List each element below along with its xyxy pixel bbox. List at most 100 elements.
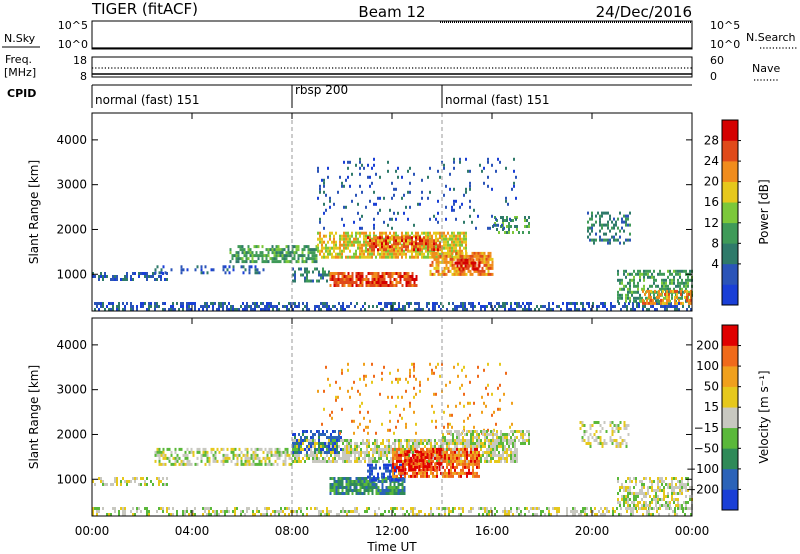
power-cell	[429, 239, 431, 243]
power-cell	[427, 239, 429, 243]
power-cell	[675, 272, 677, 276]
velocity-cell	[341, 480, 344, 483]
velocity-cell	[384, 451, 386, 454]
velocity-cell	[410, 465, 413, 469]
power-cell	[568, 302, 570, 305]
power-cell	[333, 281, 336, 284]
power-cell	[266, 308, 268, 311]
velocity-cell	[262, 513, 264, 516]
velocity-cell	[398, 439, 400, 442]
velocity-cell	[254, 513, 256, 516]
velocity-cell	[359, 477, 362, 480]
velocity-cell	[210, 507, 212, 510]
power-cell	[429, 234, 431, 238]
power-cell	[389, 284, 392, 287]
velocity-cell	[296, 454, 298, 457]
power-cell	[140, 305, 142, 308]
velocity-cell	[461, 383, 463, 387]
power-cell	[158, 271, 161, 275]
velocity-cell	[494, 513, 496, 516]
power-cell	[394, 302, 396, 305]
power-cell	[170, 308, 172, 311]
power-cell	[455, 237, 457, 241]
power-cell	[492, 308, 494, 311]
velocity-cell	[359, 410, 361, 414]
velocity-cell	[355, 477, 358, 480]
power-cell	[647, 272, 649, 276]
velocity-cell	[330, 460, 332, 463]
velocity-cell	[338, 436, 340, 439]
power-cell	[291, 251, 294, 255]
power-cell	[317, 169, 319, 173]
power-cell	[371, 239, 373, 243]
power-cell	[347, 278, 350, 281]
velocity-cell	[310, 430, 312, 433]
velocity-cell	[250, 456, 253, 460]
velocity-cell	[460, 442, 462, 445]
velocity-cell	[401, 395, 403, 399]
velocity-cell	[446, 430, 448, 433]
velocity-cell	[401, 489, 404, 492]
velocity-cell	[282, 450, 285, 454]
power-cell	[449, 269, 452, 273]
power-cell	[465, 237, 467, 241]
power-cell	[355, 272, 358, 275]
power-cell	[451, 240, 453, 244]
power-cell	[202, 308, 204, 311]
velocity-cell	[365, 480, 368, 483]
power-cell	[457, 272, 460, 276]
power-cell	[431, 236, 433, 240]
power-cell	[433, 231, 435, 235]
velocity-cell	[446, 459, 448, 463]
power-cell	[393, 239, 395, 243]
velocity-cell	[603, 421, 606, 424]
power-cell	[258, 305, 260, 308]
power-cell	[687, 278, 689, 282]
power-cell	[463, 246, 465, 250]
power-cell	[462, 305, 464, 308]
velocity-cell	[426, 474, 428, 478]
velocity-cell	[510, 442, 512, 445]
velocity-cell	[186, 456, 189, 460]
power-cell	[156, 302, 158, 305]
velocity-cell	[330, 510, 332, 513]
power-cell	[411, 278, 414, 281]
velocity-cell	[544, 513, 546, 516]
velocity-cell	[210, 450, 213, 454]
power-cell	[232, 265, 235, 269]
velocity-cell	[331, 489, 334, 492]
velocity-cell	[630, 510, 632, 513]
velocity-cell	[252, 513, 254, 516]
velocity-cell	[540, 513, 542, 516]
power-cell	[337, 275, 340, 278]
power-cell	[349, 275, 352, 278]
power-cell	[316, 305, 318, 308]
velocity-cell	[444, 513, 446, 516]
power-cell	[401, 196, 403, 200]
velocity-cell	[432, 450, 435, 454]
velocity-cell	[422, 459, 425, 463]
power-cell	[186, 302, 188, 305]
power-cell	[341, 243, 343, 247]
velocity-cell	[442, 453, 444, 457]
power-cell	[313, 248, 316, 252]
velocity-cell	[302, 448, 304, 451]
velocity-cell	[391, 492, 394, 495]
power-cell	[363, 237, 365, 241]
power-cell	[321, 255, 323, 259]
velocity-cell	[232, 450, 235, 454]
velocity-cell	[244, 447, 247, 451]
velocity-cell	[328, 451, 330, 454]
power-cell	[487, 226, 489, 230]
velocity-cell	[487, 362, 489, 366]
power-cell	[459, 251, 462, 255]
power-cell	[307, 251, 310, 255]
power-cell	[676, 308, 678, 311]
power-cell	[494, 216, 496, 219]
velocity-cell	[266, 462, 269, 466]
power-cell	[300, 267, 302, 271]
velocity-cell	[397, 395, 399, 399]
power-cell	[443, 257, 446, 261]
velocity-cell	[150, 480, 152, 483]
velocity-cell	[413, 386, 415, 390]
